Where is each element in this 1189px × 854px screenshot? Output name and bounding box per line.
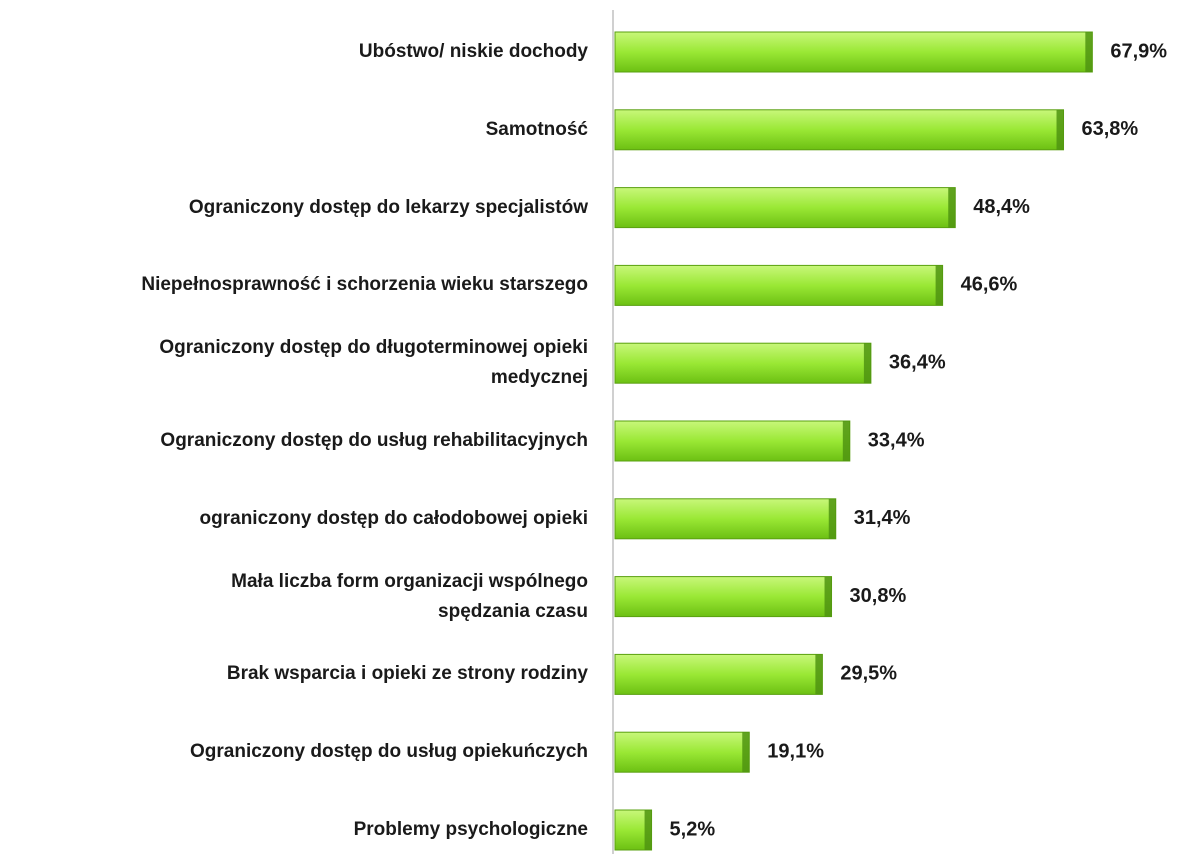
category-label: Ograniczony dostęp do usług opiekuńczych bbox=[190, 741, 588, 763]
category-label: Brak wsparcia i opieki ze strony rodziny bbox=[226, 663, 588, 685]
value-label: 36,4% bbox=[889, 351, 946, 373]
bar-edge bbox=[948, 187, 956, 228]
category-label: Ubóstwo/ niskie dochody bbox=[358, 41, 588, 62]
value-label: 29,5% bbox=[840, 663, 897, 685]
bar-edge bbox=[935, 265, 943, 306]
bar-edge bbox=[1085, 32, 1093, 72]
bar-edge bbox=[863, 343, 871, 384]
bar-edge bbox=[815, 654, 823, 695]
bar bbox=[614, 342, 872, 384]
bar bbox=[614, 109, 1065, 151]
value-label: 19,1% bbox=[767, 740, 824, 762]
category-label: Ograniczony dostęp do usług rehabilitacy… bbox=[160, 430, 588, 451]
category-label: ograniczony dostęp do całodobowej opieki bbox=[199, 507, 588, 529]
bar bbox=[614, 731, 750, 773]
value-label: 31,4% bbox=[854, 507, 911, 529]
bar bbox=[614, 187, 956, 229]
bar bbox=[614, 653, 823, 695]
value-label: 67,9% bbox=[1110, 40, 1167, 62]
category-label: Ograniczony dostęp do długoterminowej op… bbox=[159, 337, 588, 389]
bar-edge bbox=[1056, 109, 1064, 150]
category-label: Mała liczba form organizacji wspólnego s… bbox=[231, 570, 588, 622]
bar-edge bbox=[644, 810, 652, 850]
bar bbox=[614, 498, 837, 540]
bar bbox=[614, 264, 944, 306]
bar-edge bbox=[742, 732, 750, 773]
value-label: 5,2% bbox=[670, 818, 716, 840]
bar bbox=[614, 576, 833, 618]
value-label: 48,4% bbox=[973, 196, 1030, 218]
bar bbox=[614, 420, 851, 462]
bar-edge bbox=[828, 498, 836, 539]
value-label: 30,8% bbox=[850, 585, 907, 607]
bar-edge bbox=[842, 421, 850, 461]
category-label: Problemy psychologiczne bbox=[353, 819, 588, 840]
value-label: 33,4% bbox=[868, 429, 925, 451]
value-label: 63,8% bbox=[1082, 118, 1139, 140]
category-label: Samotność bbox=[485, 118, 588, 140]
value-label: 46,6% bbox=[961, 274, 1018, 296]
category-label: Ograniczony dostęp do lekarzy specjalist… bbox=[188, 196, 588, 218]
bar-edge bbox=[824, 576, 832, 617]
bar bbox=[614, 31, 1093, 73]
category-label: Niepełnosprawność i schorzenia wieku sta… bbox=[141, 274, 588, 296]
